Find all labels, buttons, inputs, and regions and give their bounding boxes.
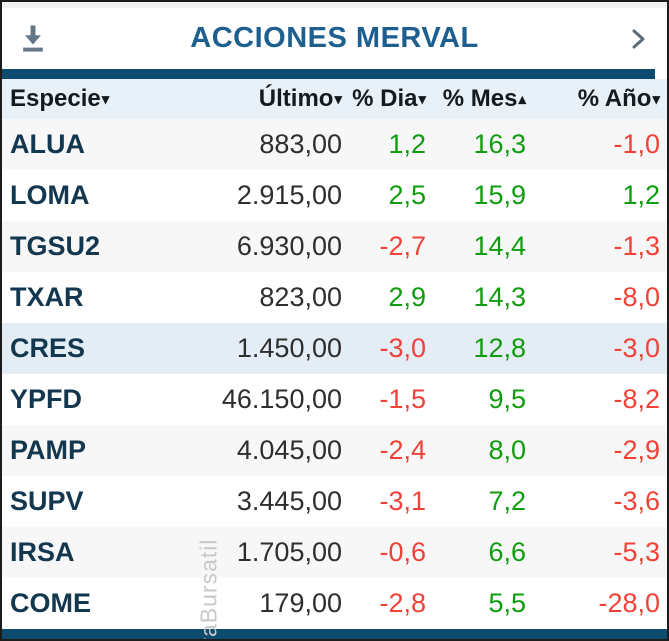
cell-dia: -0,6 bbox=[379, 537, 426, 567]
cell-dia: -2,4 bbox=[379, 435, 426, 465]
cell-mes: 15,9 bbox=[473, 180, 526, 210]
cell-ultimo: 3.445,00 bbox=[236, 486, 342, 516]
table-row-cres[interactable]: CRES 1.450,00 -3,0 12,8 -3,0 bbox=[2, 323, 667, 374]
cell-dia: 1,2 bbox=[388, 129, 426, 159]
bottom-bar bbox=[2, 629, 667, 639]
cell-ano: -8,0 bbox=[613, 282, 660, 312]
cell-mes: 5,5 bbox=[488, 588, 526, 618]
cell-especie: TGSU2 bbox=[10, 231, 101, 261]
column-label: Último bbox=[258, 85, 334, 112]
cell-ultimo: 179,00 bbox=[259, 588, 342, 618]
cell-ano: -3,6 bbox=[613, 486, 660, 516]
column-header-mes[interactable]: % Mes▴ bbox=[426, 85, 526, 113]
widget-title: ACCIONES MERVAL bbox=[190, 22, 479, 54]
cell-dia: 2,9 bbox=[388, 282, 426, 312]
cell-especie: IRSA bbox=[10, 537, 75, 567]
cell-dia: -2,8 bbox=[379, 588, 426, 618]
table-row-ypfd[interactable]: YPFD 46.150,00 -1,5 9,5 -8,2 bbox=[2, 374, 667, 425]
cell-mes: 6,6 bbox=[488, 537, 526, 567]
cell-ano: -28,0 bbox=[598, 588, 660, 618]
table-row-loma[interactable]: LOMA 2.915,00 2,5 15,9 1,2 bbox=[2, 170, 667, 221]
cell-especie: TXAR bbox=[10, 282, 84, 312]
header-divider-bar bbox=[2, 69, 655, 79]
table-header-row: Especie▾ Último▾ % Dia▾ % Mes▴ % Año▾ bbox=[2, 79, 667, 119]
column-header-ultimo[interactable]: Último▾ bbox=[167, 85, 342, 113]
cell-ano: 1,2 bbox=[622, 180, 660, 210]
sort-down-icon: ▾ bbox=[334, 91, 342, 108]
chevron-right-icon bbox=[632, 29, 645, 48]
cell-ano: -1,0 bbox=[613, 129, 660, 159]
table-row-tgsu2[interactable]: TGSU2 6.930,00 -2,7 14,4 -1,3 bbox=[2, 221, 667, 272]
sort-up-icon: ▴ bbox=[518, 91, 526, 108]
cell-ultimo: 46.150,00 bbox=[221, 384, 342, 414]
column-label: % Dia bbox=[352, 85, 418, 112]
cell-mes: 7,2 bbox=[488, 486, 526, 516]
cell-mes: 12,8 bbox=[473, 333, 526, 363]
sort-down-icon: ▾ bbox=[101, 91, 110, 108]
table-body: ALUA 883,00 1,2 16,3 -1,0 LOMA 2.915,00 2,5 15,9… bbox=[2, 119, 667, 629]
cell-dia: -3,0 bbox=[379, 333, 426, 363]
cell-especie: CRES bbox=[10, 333, 86, 363]
cell-ultimo: 823,00 bbox=[259, 282, 342, 312]
widget-header: ACCIONES MERVAL bbox=[2, 8, 667, 69]
cell-ano: -1,3 bbox=[613, 231, 660, 261]
cell-dia: -1,5 bbox=[379, 384, 426, 414]
cell-especie: YPFD bbox=[10, 384, 83, 414]
cell-ultimo: 4.045,00 bbox=[236, 435, 342, 465]
cell-ultimo: 1.705,00 bbox=[236, 537, 342, 567]
table-row-irsa[interactable]: IRSA 1.705,00 -0,6 6,6 -5,3 bbox=[2, 527, 667, 578]
cell-mes: 16,3 bbox=[473, 129, 526, 159]
expand-button[interactable] bbox=[625, 24, 651, 54]
cell-ultimo: 2.915,00 bbox=[236, 180, 342, 210]
download-button[interactable] bbox=[18, 23, 48, 55]
cell-ano: -3,0 bbox=[613, 333, 660, 363]
column-label: % Año bbox=[577, 85, 652, 112]
cell-ano: -2,9 bbox=[613, 435, 660, 465]
cell-mes: 9,5 bbox=[488, 384, 526, 414]
cell-especie: COME bbox=[10, 588, 91, 618]
table-row-pamp[interactable]: PAMP 4.045,00 -2,4 8,0 -2,9 bbox=[2, 425, 667, 476]
column-header-dia[interactable]: % Dia▾ bbox=[342, 85, 426, 113]
cell-dia: 2,5 bbox=[388, 180, 426, 210]
cell-ultimo: 1.450,00 bbox=[236, 333, 342, 363]
cell-dia: -3,1 bbox=[379, 486, 426, 516]
column-header-ano[interactable]: % Año▾ bbox=[526, 85, 660, 113]
table-row-come[interactable]: COME 179,00 -2,8 5,5 -28,0 bbox=[2, 578, 667, 629]
cell-especie: LOMA bbox=[10, 180, 90, 210]
sort-down-icon: ▾ bbox=[418, 91, 426, 108]
table-row-txar[interactable]: TXAR 823,00 2,9 14,3 -8,0 bbox=[2, 272, 667, 323]
cell-ultimo: 883,00 bbox=[259, 129, 342, 159]
table-row-alua[interactable]: ALUA 883,00 1,2 16,3 -1,0 bbox=[2, 119, 667, 170]
table-row-supv[interactable]: SUPV 3.445,00 -3,1 7,2 -3,6 bbox=[2, 476, 667, 527]
cell-ano: -8,2 bbox=[613, 384, 660, 414]
sort-down-icon: ▾ bbox=[652, 91, 660, 108]
cell-mes: 14,3 bbox=[473, 282, 526, 312]
column-label: % Mes bbox=[442, 85, 518, 112]
cell-ano: -5,3 bbox=[613, 537, 660, 567]
cell-especie: PAMP bbox=[10, 435, 87, 465]
cell-ultimo: 6.930,00 bbox=[236, 231, 342, 261]
cell-dia: -2,7 bbox=[379, 231, 426, 261]
download-icon bbox=[23, 24, 43, 52]
top-strip bbox=[2, 2, 667, 8]
column-header-especie[interactable]: Especie▾ bbox=[2, 85, 167, 113]
column-label: Especie bbox=[10, 85, 101, 112]
cell-mes: 8,0 bbox=[488, 435, 526, 465]
cell-mes: 14,4 bbox=[473, 231, 526, 261]
cell-especie: ALUA bbox=[10, 129, 85, 159]
cell-especie: SUPV bbox=[10, 486, 84, 516]
